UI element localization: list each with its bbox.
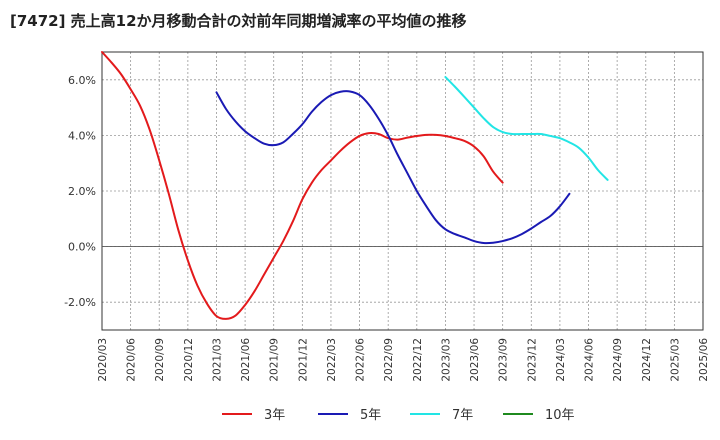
- x-tick-label: 2021/03: [211, 338, 223, 382]
- series-lines: [101, 51, 609, 320]
- x-tick-label: 2023/12: [526, 338, 538, 382]
- legend-label-3: 10年: [545, 408, 575, 423]
- series-line-0: [101, 51, 504, 320]
- chart-title: [7472] 売上高12か月移動合計の対前年同期増減率の平均値の推移: [10, 12, 467, 30]
- y-tick-label: -2.0%: [64, 296, 96, 309]
- x-tick-label: 2023/06: [469, 338, 481, 382]
- legend-label-2: 7年: [452, 408, 473, 423]
- x-tick-label: 2021/09: [269, 338, 281, 382]
- plot-frame: [101, 51, 704, 331]
- x-tick-label: 2024/09: [612, 338, 624, 382]
- y-tick-label: 0.0%: [68, 241, 96, 254]
- x-tick-label: 2020/03: [97, 338, 109, 382]
- x-tick-label: 2024/12: [641, 338, 653, 382]
- x-tick-label: 2020/06: [126, 338, 138, 382]
- x-tick-label: 2022/03: [326, 338, 338, 382]
- x-tick-label: 2023/09: [498, 338, 510, 382]
- y-tick-label: 2.0%: [68, 185, 96, 198]
- x-tick-label: 2021/06: [240, 338, 252, 382]
- grid: [101, 52, 704, 330]
- x-tick-label: 2022/12: [412, 338, 424, 382]
- legend-label-0: 3年: [264, 408, 285, 423]
- x-tick-label: 2025/06: [698, 338, 710, 382]
- x-tick-label: 2024/03: [555, 338, 567, 382]
- x-tick-label: 2020/09: [154, 338, 166, 382]
- series-line-1: [215, 90, 571, 245]
- x-tick-label: 2020/12: [183, 338, 195, 382]
- axes: -2.0% 0.0% 2.0% 4.0% 6.0% 2020/03 2020/06 2020/…: [64, 51, 710, 382]
- y-tick-label: 6.0%: [68, 74, 96, 87]
- x-tick-label: 2022/09: [383, 338, 395, 382]
- legend: 3年 5年 7年 10年: [222, 408, 575, 423]
- x-tick-label: 2025/03: [669, 338, 681, 382]
- x-tick-label: 2023/03: [440, 338, 452, 382]
- x-tick-label: 2024/06: [584, 338, 596, 382]
- legend-label-1: 5年: [360, 408, 381, 423]
- series-line-2: [444, 76, 609, 181]
- x-tick-label: 2022/06: [355, 338, 367, 382]
- y-tick-label: 4.0%: [68, 129, 96, 142]
- x-tick-label: 2021/12: [297, 338, 309, 382]
